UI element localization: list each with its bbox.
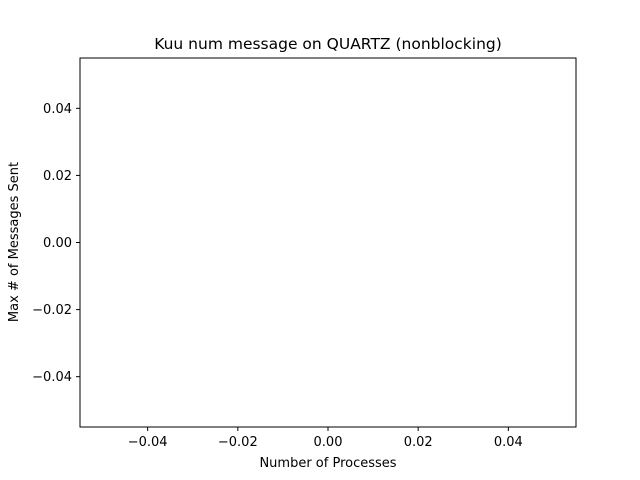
y-axis-ticks: −0.04 −0.02 0.00 0.02 0.04 bbox=[32, 102, 80, 385]
x-axis-label: Number of Processes bbox=[259, 456, 396, 471]
plot-area bbox=[80, 58, 576, 427]
plot-background bbox=[80, 58, 576, 427]
y-tick-label: −0.02 bbox=[32, 303, 72, 318]
y-tick-label: 0.00 bbox=[43, 236, 72, 251]
y-axis-label: Max # of Messages Sent bbox=[7, 162, 22, 322]
y-tick-label: −0.04 bbox=[32, 370, 72, 385]
x-tick-label: −0.02 bbox=[218, 435, 258, 450]
y-tick-label: 0.04 bbox=[43, 102, 72, 117]
x-tick-label: −0.04 bbox=[128, 435, 168, 450]
chart-title: Kuu num message on QUARTZ (nonblocking) bbox=[154, 35, 502, 53]
x-axis-ticks: −0.04 −0.02 0.00 0.02 0.04 bbox=[128, 427, 523, 450]
x-tick-label: 0.02 bbox=[404, 435, 433, 450]
plot-frame bbox=[79, 57, 577, 428]
x-tick-label: 0.00 bbox=[314, 435, 343, 450]
x-tick-label: 0.04 bbox=[494, 435, 523, 450]
y-tick-label: 0.02 bbox=[43, 169, 72, 184]
